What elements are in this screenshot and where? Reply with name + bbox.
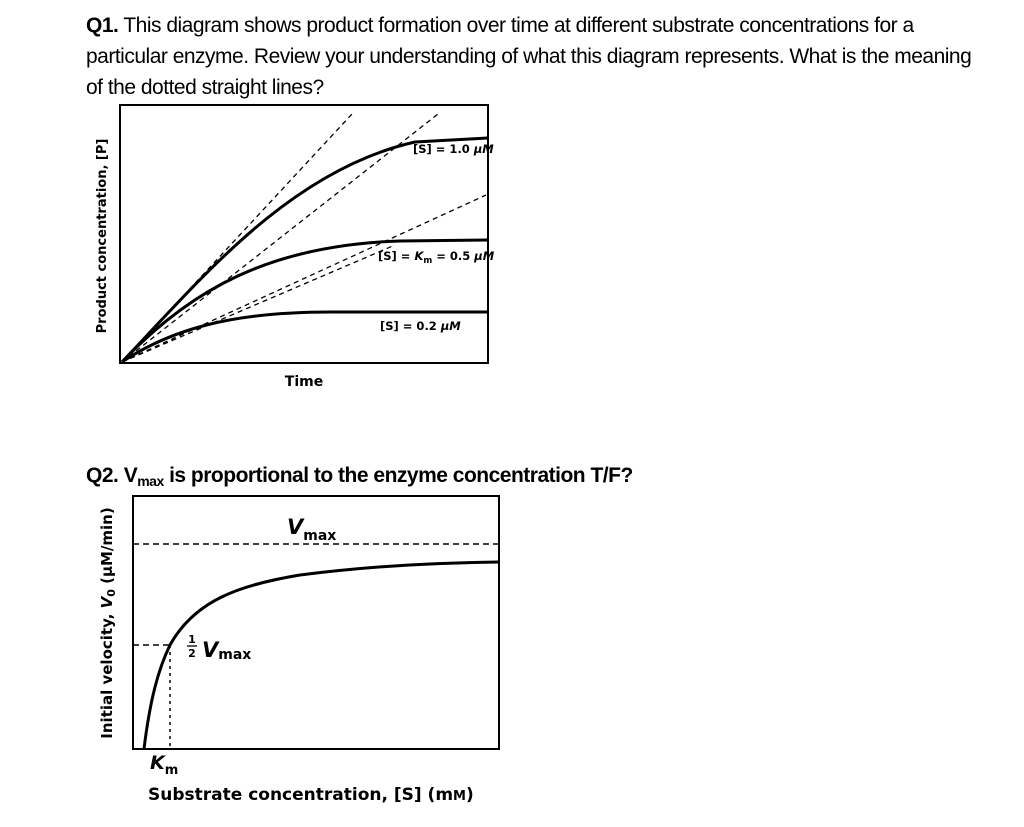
- label-s-0-2: [S] = 0.2 μM: [380, 319, 461, 333]
- tangent-line-3: [121, 194, 487, 363]
- question-2: Q2. Vmax is proportional to the enzyme c…: [86, 464, 633, 489]
- curve-s-1-0: [120, 136, 489, 364]
- question-1-number: Q1.: [86, 14, 119, 37]
- chart1-frame: [119, 104, 489, 364]
- label-s-1-0: [S] = 1.0 μM: [413, 142, 494, 156]
- curve-s-km: [120, 238, 489, 364]
- question-2-text: is proportional to the enzyme concentrat…: [163, 464, 633, 487]
- question-1-text: This diagram shows product formation ove…: [86, 14, 972, 99]
- tangent-line-2: [121, 113, 439, 363]
- question-1: Q1. This diagram shows product formation…: [86, 10, 986, 103]
- chart1-y-axis-label: Product concentration, [P]: [95, 139, 110, 334]
- chart1-x-axis-label: Time: [285, 374, 323, 390]
- question-2-number: Q2.: [86, 464, 119, 487]
- tangent-line-4: [121, 244, 396, 363]
- curve-s-0-2: [121, 310, 488, 364]
- label-s-km: [S] = Km = 0.5 μM: [378, 249, 495, 266]
